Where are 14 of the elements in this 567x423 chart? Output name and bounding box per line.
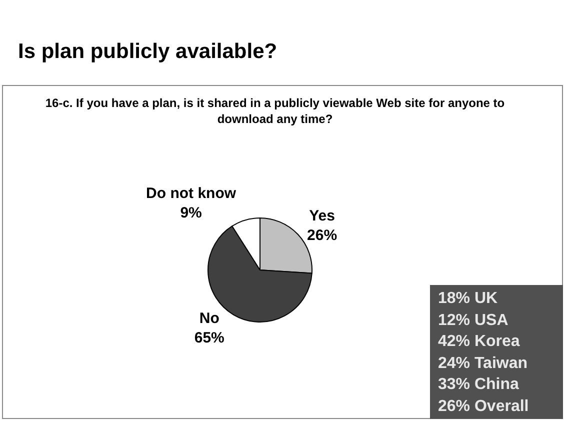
data-label: 26% bbox=[307, 227, 338, 244]
text: 18% UK bbox=[438, 289, 499, 309]
text: 24% Taiwan bbox=[438, 354, 529, 374]
text: 42% Korea bbox=[438, 332, 521, 352]
slice-label: No bbox=[199, 310, 220, 328]
slice-label: Yes bbox=[309, 208, 335, 225]
text: 12% USA bbox=[438, 310, 510, 330]
text: 33% China bbox=[438, 375, 520, 395]
data-label: 9% bbox=[180, 204, 202, 222]
text: 26% Overall bbox=[438, 396, 530, 416]
chart-title: Is plan publicly available? bbox=[18, 40, 278, 64]
slice-label: Do not know bbox=[146, 184, 236, 202]
chart-subtitle: 16-c. If you have a plan, is it shared in a publicly viewable Web site for anyone to download any time? bbox=[44, 95, 506, 127]
data-label: 65% bbox=[194, 330, 224, 347]
